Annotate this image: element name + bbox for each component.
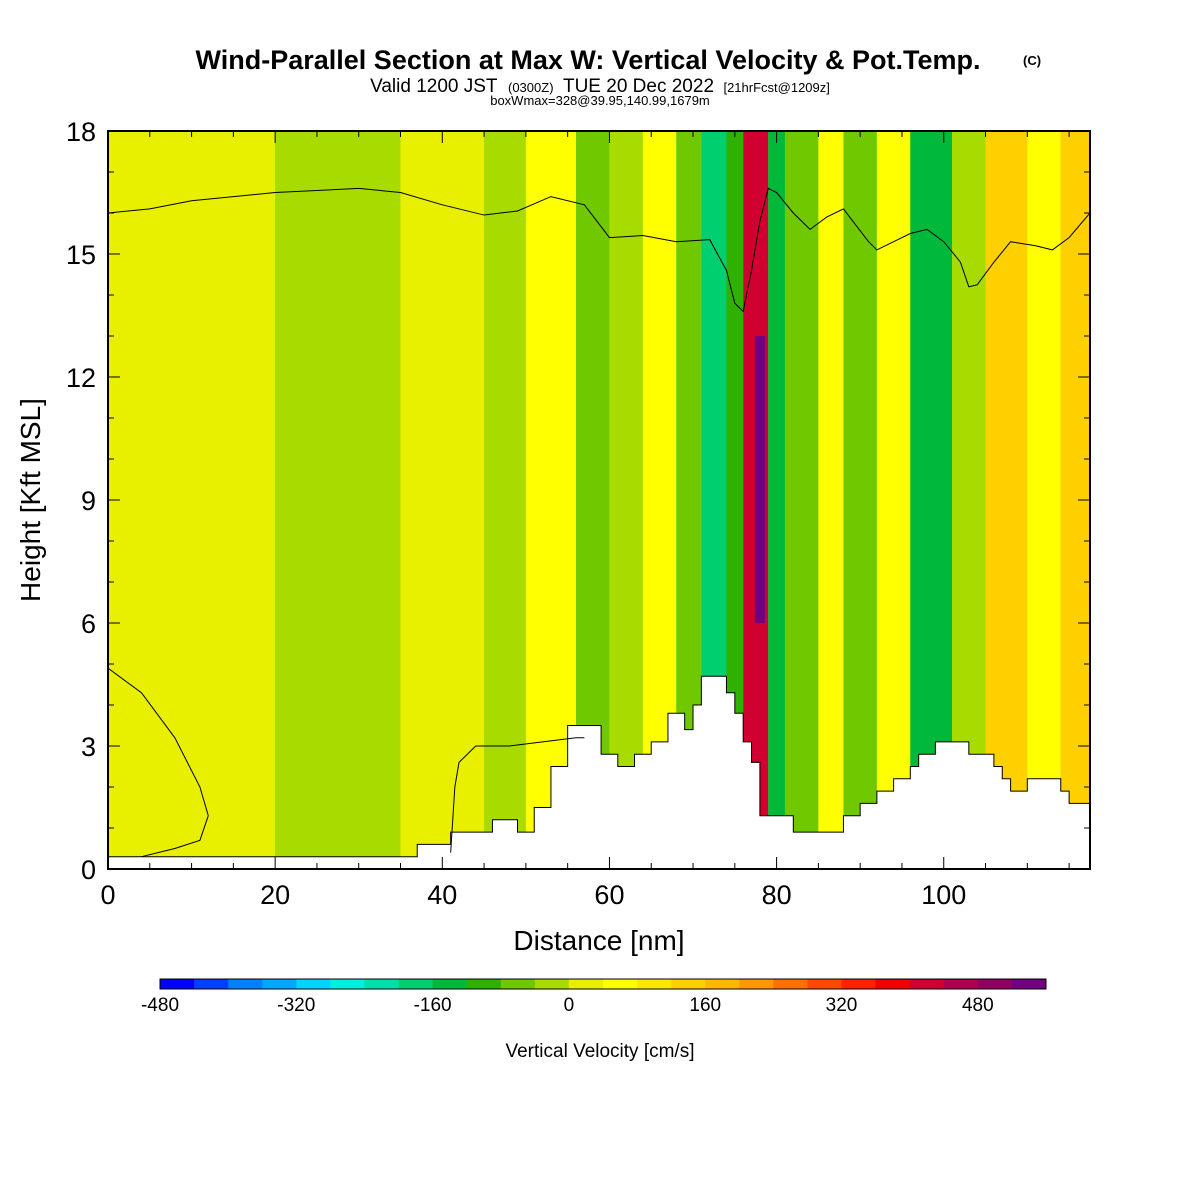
y-tick-label: 0 [81, 855, 96, 885]
colorbar-frame [159, 978, 1047, 990]
colorbar-swatch [228, 979, 263, 989]
colorbar-swatch [432, 979, 468, 989]
colorbar-swatch [568, 979, 604, 989]
colorbar-swatch [534, 979, 570, 989]
colorbar-swatch [330, 979, 365, 989]
colorbar-swatch [1011, 979, 1047, 989]
terrain-profile [108, 675, 1090, 869]
velocity-column-15 [843, 131, 877, 869]
pot-temp-contours [108, 187, 1090, 858]
colorbar-swatch [875, 979, 911, 989]
colorbar-swatch [194, 979, 229, 989]
velocity-column-12 [768, 131, 785, 869]
velocity-column-19 [985, 131, 1028, 869]
colorbar-tick-label: 320 [826, 995, 858, 1016]
colorbar-swatch [807, 979, 843, 989]
x-tick-label: 100 [921, 880, 966, 910]
colorbar-swatch [705, 979, 740, 989]
velocity-column-16 [876, 131, 911, 869]
pot-temp-contour-mid [450, 737, 585, 853]
y-tick-label: 3 [81, 732, 96, 762]
colorbar-swatch [500, 979, 536, 989]
x-axis-title: Distance [nm] [513, 925, 684, 956]
y-axis-title: Height [Kft MSL] [15, 398, 46, 602]
pot-temp-contour-upper [108, 187, 1090, 313]
x-tick-label: 80 [762, 880, 792, 910]
x-tick-label: 60 [594, 880, 624, 910]
plot-area [108, 131, 1090, 869]
colorbar-swatch [160, 979, 195, 989]
velocity-column-14 [818, 131, 844, 869]
y-tick-label: 18 [66, 117, 96, 147]
velocity-column-10 [726, 131, 744, 869]
velocity-column-1 [275, 131, 401, 869]
y-tick-label: 15 [66, 240, 96, 270]
vertical-velocity-field [108, 131, 1090, 869]
x-tick-label: 20 [260, 880, 290, 910]
velocity-column-3 [484, 131, 526, 869]
colorbar-tick-label: -160 [414, 995, 452, 1016]
chart-title: Wind-Parallel Section at Max W: Vertical… [196, 45, 981, 75]
chart-subtitle: Valid 1200 JST (0300Z) TUE 20 Dec 2022 [… [370, 76, 830, 97]
colorbar-swatch [943, 979, 979, 989]
y-tick-label: 12 [66, 363, 96, 393]
chart-title-mark: (C) [1023, 53, 1041, 68]
colorbar-swatch [603, 979, 638, 989]
box-info: boxWmax=328@39.95,140.99,1679m [490, 93, 710, 108]
colorbar-swatch [262, 979, 297, 989]
velocity-column-13 [784, 131, 819, 869]
colorbar-tick-label: 0 [564, 995, 575, 1016]
x-tick-label: 40 [427, 880, 457, 910]
colorbar-swatch [637, 979, 672, 989]
colorbar: -480 -320 -160 0 160 320 480 [141, 978, 1047, 1016]
colorbar-swatch [739, 979, 774, 989]
max-velocity-core [754, 336, 765, 623]
title-block: Wind-Parallel Section at Max W: Vertical… [196, 45, 1042, 108]
colorbar-swatch [466, 979, 502, 989]
colorbar-tick-label: -320 [277, 995, 315, 1016]
colorbar-swatch [364, 979, 400, 989]
subtitle-utc: (0300Z) [508, 80, 554, 95]
axis-ticks: 0 20 40 60 80 100 0 3 6 9 12 15 18 [66, 117, 1090, 910]
velocity-column-0 [108, 131, 276, 869]
subtitle-date: TUE 20 Dec 2022 [563, 76, 714, 97]
y-tick-label: 6 [81, 609, 96, 639]
terrain-mask [108, 675, 1090, 869]
colorbar-tick-label: -480 [141, 995, 179, 1016]
colorbar-swatch [909, 979, 945, 989]
colorbar-swatch [773, 979, 808, 989]
colorbar-swatch [841, 979, 877, 989]
colorbar-title: Vertical Velocity [cm/s] [505, 1041, 694, 1062]
velocity-column-20 [1027, 131, 1061, 869]
colorbar-tick-label: 480 [962, 995, 994, 1016]
subtitle-forecast: [21hrFcst@1209z] [723, 80, 829, 95]
x-tick-label: 0 [100, 880, 115, 910]
colorbar-swatch [977, 979, 1013, 989]
subtitle-valid: Valid 1200 JST [370, 76, 498, 97]
colorbar-swatch [296, 979, 331, 989]
y-tick-label: 9 [81, 486, 96, 516]
pot-temp-contour-lower [108, 667, 209, 858]
colorbar-swatch [398, 979, 434, 989]
velocity-column-6 [609, 131, 643, 869]
velocity-column-2 [400, 131, 485, 869]
colorbar-tick-label: 160 [689, 995, 721, 1016]
colorbar-swatch [671, 979, 706, 989]
